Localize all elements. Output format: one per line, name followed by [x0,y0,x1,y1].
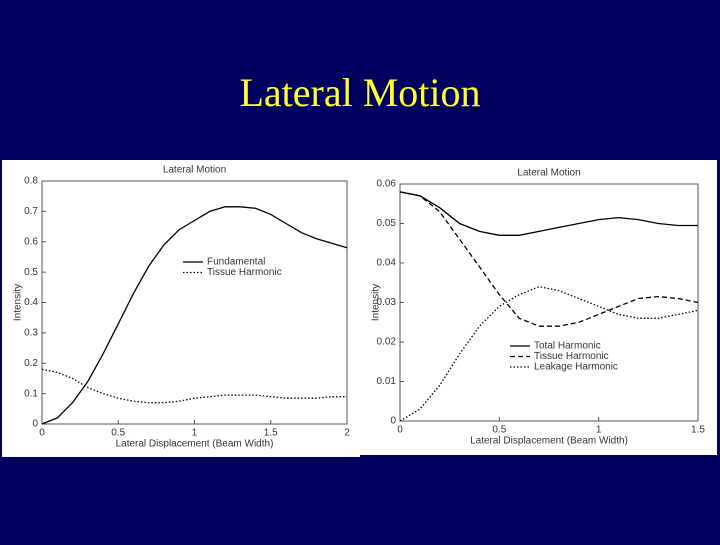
data-line [399,191,699,327]
x-tick-label: 1 [596,425,602,436]
y-tick-label: 0.8 [24,176,38,187]
y-tick-label: 0.05 [377,218,397,229]
legend-label: Tissue Harmonic [534,351,609,362]
y-tick-label: 0.1 [24,388,38,399]
legend-label: Tissue Harmonic [207,267,282,278]
y-tick-label: 0.3 [24,328,38,339]
chart-title: Lateral Motion [163,165,226,176]
x-tick-label: 0 [39,428,45,439]
y-tick-label: 0.6 [24,236,38,247]
y-tick-label: 0.03 [377,297,397,308]
x-tick-label: 1.5 [264,428,278,439]
data-line [399,286,699,422]
chart-panel [360,160,717,455]
chart-title: Lateral Motion [517,168,580,179]
y-tick-label: 0 [390,416,396,427]
x-tick-label: 1.5 [691,425,705,436]
y-tick-label: 0.01 [377,376,397,387]
y-tick-label: 0.02 [377,337,397,348]
legend-label: Total Harmonic [534,341,601,352]
data-line [399,191,698,236]
legend-label: Fundamental [207,257,265,268]
y-tick-label: 0.04 [377,258,397,269]
y-tick-label: 0 [32,419,38,430]
y-tick-label: 0.2 [24,358,38,369]
legend-label: Leakage Harmonic [534,362,618,373]
x-axis-label: Lateral Displacement (Beam Width) [116,439,274,450]
y-axis-label: Intensity [371,284,382,321]
y-tick-label: 0.5 [24,267,38,278]
slide-title: Lateral Motion [239,70,480,115]
y-tick-label: 0.7 [24,206,38,217]
x-tick-label: 0.5 [111,428,125,439]
x-tick-label: 0.5 [492,425,506,436]
chart-panel [2,160,360,457]
x-tick-label: 0 [397,425,403,436]
x-tick-label: 2 [344,428,350,439]
y-tick-label: 0.06 [377,179,397,190]
x-tick-label: 1 [192,428,198,439]
y-axis-label: Intensity [13,284,24,321]
y-tick-label: 0.4 [24,297,38,308]
data-line [41,206,348,425]
x-axis-label: Lateral Displacement (Beam Width) [470,436,628,447]
